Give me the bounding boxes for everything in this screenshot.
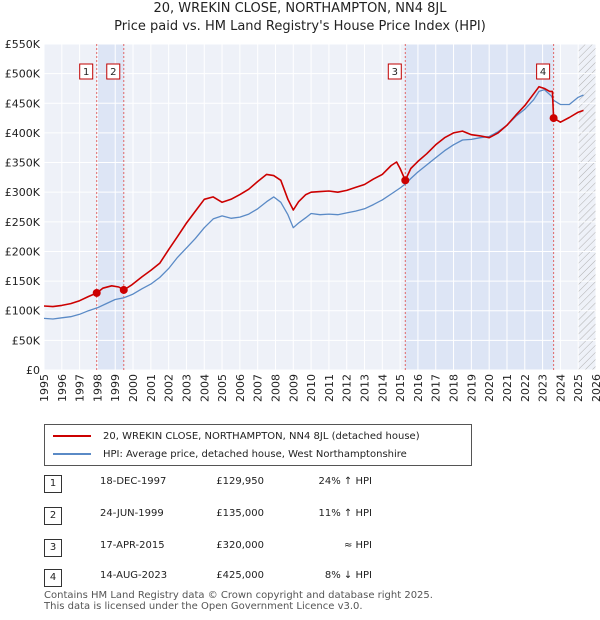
legend-label-hpi: HPI: Average price, detached house, West… [103, 448, 407, 460]
x-tick-label: 2002 [163, 374, 176, 402]
sale-price: £320,000 [216, 540, 264, 551]
sale-label-text: 2 [110, 67, 116, 78]
x-tick-label: 2023 [537, 374, 550, 402]
title-line-2: Price paid vs. HM Land Registry's House … [114, 19, 486, 34]
x-tick-label: 2009 [287, 374, 300, 402]
x-tick-label: 2018 [448, 374, 461, 402]
footer-copyright: Contains HM Land Registry data © Crown c… [44, 590, 433, 601]
sale-hpi-comparison: ≈ HPI [343, 540, 372, 551]
x-tick-label: 2016 [412, 374, 425, 402]
x-tick-label: 2000 [127, 374, 140, 402]
sale-row: 3 17-APR-2015 £320,000 ≈ HPI [40, 536, 580, 560]
y-tick-label: £550K [5, 38, 41, 51]
x-tick-label: 1998 [91, 374, 104, 402]
price-paid-line [44, 85, 584, 308]
x-tick-label: 2011 [323, 374, 336, 402]
sale-point [549, 114, 558, 123]
sale-number-badge: 2 [44, 507, 62, 525]
x-tick-label: 2012 [341, 374, 354, 402]
legend-item-property: 20, WREKIN CLOSE, NORTHAMPTON, NN4 8JL (… [53, 428, 420, 444]
legend-item-hpi: HPI: Average price, detached house, West… [53, 446, 407, 462]
x-tick-label: 2026 [590, 374, 600, 402]
sale-period-shade [96, 44, 124, 370]
x-tick-label: 2001 [145, 374, 158, 402]
x-tick-label: 2003 [180, 374, 193, 402]
sale-hpi-comparison: 24% ↑ HPI [318, 476, 372, 487]
sale-point [92, 288, 101, 297]
y-tick-label: £200K [5, 245, 41, 258]
x-tick-label: 2025 [572, 374, 585, 402]
legend-swatch-hpi [53, 453, 91, 455]
sale-date: 24-JUN-1999 [100, 508, 164, 519]
x-tick-label: 2017 [430, 374, 443, 402]
x-tick-label: 1999 [109, 374, 122, 402]
sale-period-shade [405, 44, 554, 370]
title-line-1: 20, WREKIN CLOSE, NORTHAMPTON, NN4 8JL [153, 1, 447, 16]
x-tick-label: 1996 [56, 374, 69, 402]
x-tick-label: 2005 [216, 374, 229, 402]
y-tick-label: £450K [5, 97, 41, 110]
chart-title: 20, WREKIN CLOSE, NORTHAMPTON, NN4 8JL P… [0, 0, 600, 36]
x-tick-label: 2014 [376, 374, 389, 402]
x-tick-label: 2010 [305, 374, 318, 402]
sale-label-box: 1 [79, 63, 94, 80]
future-hatch [578, 44, 596, 370]
x-tick-label: 2015 [394, 374, 407, 402]
x-tick-label: 2006 [234, 374, 247, 402]
x-tick-label: 2021 [501, 374, 514, 402]
y-tick-label: £100K [5, 305, 41, 318]
sale-point [119, 285, 128, 294]
sale-price: £425,000 [216, 570, 264, 581]
y-tick-label: £0 [26, 364, 40, 377]
y-tick-label: £150K [5, 275, 41, 288]
sale-date: 14-AUG-2023 [100, 570, 168, 581]
legend-label-property: 20, WREKIN CLOSE, NORTHAMPTON, NN4 8JL (… [103, 430, 420, 442]
sale-label-frame [106, 63, 121, 80]
sale-price: £129,950 [216, 476, 264, 487]
x-tick-label: 2022 [519, 374, 532, 402]
sale-label-text: 4 [540, 67, 546, 78]
sale-label-box: 2 [106, 63, 121, 80]
sale-label-box: 4 [536, 63, 551, 80]
sale-label-text: 1 [83, 67, 89, 78]
sale-label-frame [536, 63, 551, 80]
y-tick-label: £50K [12, 334, 41, 347]
price-chart: 1 2 3 4 £0 £50K £100K £150K £200K £250K £300K £350K… [5, 38, 600, 402]
sale-row: 1 18-DEC-1997 £129,950 24% ↑ HPI [40, 472, 580, 496]
sale-date: 18-DEC-1997 [100, 476, 167, 487]
sale-label-frame [79, 63, 94, 80]
y-tick-label: £300K [5, 186, 41, 199]
x-tick-label: 2020 [483, 374, 496, 402]
sale-label-box: 3 [387, 63, 402, 80]
sale-point [401, 176, 410, 185]
x-tick-label: 1995 [38, 374, 51, 402]
sale-date: 17-APR-2015 [100, 540, 165, 551]
sale-hpi-comparison: 8% ↓ HPI [324, 570, 372, 581]
y-tick-label: £400K [5, 127, 41, 140]
legend: 20, WREKIN CLOSE, NORTHAMPTON, NN4 8JL (… [44, 424, 472, 466]
legend-swatch-property [53, 435, 91, 437]
sale-label-frame [387, 63, 402, 80]
footer-licence: This data is licensed under the Open Gov… [44, 601, 363, 612]
sale-number-badge: 3 [44, 539, 62, 557]
x-tick-label: 2013 [359, 374, 372, 402]
sale-number-badge: 1 [44, 475, 62, 493]
sale-row: 2 24-JUN-1999 £135,000 11% ↑ HPI [40, 504, 580, 528]
sale-row: 4 14-AUG-2023 £425,000 8% ↓ HPI [40, 566, 580, 590]
x-tick-label: 2024 [554, 374, 567, 402]
y-tick-label: £500K [5, 68, 41, 81]
sale-label-text: 3 [392, 67, 398, 78]
x-tick-label: 2008 [269, 374, 282, 402]
sale-number-badge: 4 [44, 569, 62, 587]
sale-hpi-comparison: 11% ↑ HPI [318, 508, 372, 519]
x-tick-label: 2004 [198, 374, 211, 402]
x-tick-label: 1997 [74, 374, 87, 402]
x-tick-label: 2007 [252, 374, 265, 402]
y-tick-label: £350K [5, 157, 41, 170]
footer: Contains HM Land Registry data © Crown c… [44, 590, 433, 612]
sale-price: £135,000 [216, 508, 264, 519]
y-tick-label: £250K [5, 216, 41, 229]
x-tick-label: 2019 [465, 374, 478, 402]
